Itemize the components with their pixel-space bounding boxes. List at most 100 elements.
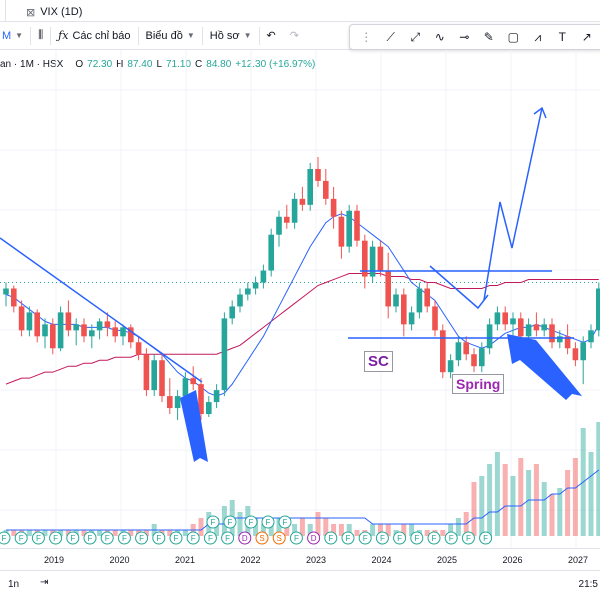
range-button[interactable]: 1n — [8, 579, 20, 590]
trend-line-icon[interactable]: ⟋ — [386, 29, 395, 44]
x-tick-label: 2022 — [240, 555, 261, 565]
candle-body — [252, 282, 259, 289]
event-marker-label: S — [259, 534, 264, 543]
redo-button[interactable]: ↷ — [283, 22, 306, 50]
redo-icon: ↷ — [289, 30, 299, 42]
volume-bar — [377, 524, 383, 536]
event-marker — [278, 515, 292, 529]
candle-body — [245, 288, 251, 295]
volume-bar — [81, 530, 87, 536]
event-marker — [223, 515, 237, 529]
candle-body — [42, 324, 48, 337]
event-marker — [289, 531, 303, 545]
event-marker-label: S — [277, 534, 282, 543]
interval-button[interactable]: M ▼ — [0, 22, 30, 50]
candle-body — [549, 324, 555, 343]
volume-bar — [128, 530, 134, 536]
candle-type-button[interactable]: ⫼ — [31, 22, 50, 50]
event-marker — [341, 531, 355, 545]
event-marker — [152, 531, 166, 545]
candle-body — [479, 348, 485, 367]
candle-body — [455, 342, 462, 361]
candle-body — [104, 321, 111, 328]
sc-annotation[interactable]: SC — [364, 351, 393, 372]
volume-bar — [502, 464, 508, 536]
rectangle-icon[interactable]: ▢ — [507, 30, 519, 44]
path-icon[interactable]: ∿ — [434, 30, 445, 44]
event-marker-label: F — [105, 534, 110, 543]
volume-bar — [182, 530, 188, 536]
volume-bar — [58, 530, 64, 536]
volume-bar — [65, 530, 71, 536]
volume-bar — [97, 530, 103, 536]
volume-bar — [26, 530, 32, 536]
time-axis[interactable]: 2019 2020 2021 2022 2023 2024 2025 2026 2027 — [0, 548, 600, 570]
volume-bar — [198, 518, 204, 536]
arrow-icon[interactable]: ↗ — [581, 30, 592, 44]
event-marker — [479, 531, 493, 545]
text-icon[interactable]: T — [558, 30, 566, 44]
brush-icon[interactable]: ✎ — [483, 30, 494, 44]
channel-line — [429, 265, 489, 310]
profile-label: Hồ sơ — [209, 29, 240, 42]
price-chart[interactable]: F F F F F F F F F F F F F F D S S F D F F F F F F F F F FF F F F F — [0, 50, 600, 548]
event-marker-label: F — [363, 534, 368, 543]
event-marker-label: F — [294, 534, 299, 543]
event-marker-label: F — [139, 534, 144, 543]
divider — [258, 26, 260, 45]
event-marker — [324, 531, 338, 545]
candle-body — [213, 390, 220, 403]
volume-bar — [526, 470, 532, 536]
x-tick-label: 2026 — [502, 555, 523, 565]
goto-date-icon[interactable]: ⇥ — [40, 577, 49, 588]
volume-bar — [323, 518, 329, 536]
candle-body — [120, 327, 126, 337]
x-tick-label: 2023 — [305, 555, 327, 565]
indicators-button[interactable]: ƒx Các chỉ báo — [51, 22, 137, 50]
candle-body — [284, 216, 290, 223]
open-value: 72.30 — [87, 58, 113, 70]
candle-body — [198, 384, 204, 415]
event-marker — [444, 531, 458, 545]
tab-vix[interactable]: ⊠ VIX (1D) — [26, 2, 82, 22]
spring-annotation[interactable]: Spring — [452, 374, 505, 394]
volume-bar — [338, 524, 344, 536]
low-label: L — [156, 58, 162, 70]
event-marker — [0, 531, 11, 545]
volume-ma-line — [6, 469, 600, 531]
event-marker-label: F — [70, 534, 75, 543]
chart-type-button[interactable]: Biểu đồ ▼ — [139, 22, 202, 50]
candle-body — [486, 324, 493, 349]
candle-body — [533, 324, 540, 331]
wave-icon[interactable]: ⩘ — [534, 29, 542, 44]
event-marker — [410, 531, 424, 545]
event-marker-label: D — [242, 534, 248, 543]
candle-body — [330, 198, 337, 217]
volume-bar — [385, 524, 391, 536]
candle-body — [564, 336, 571, 349]
candle-body — [96, 321, 103, 331]
tab-main[interactable] — [0, 0, 6, 22]
candle-body — [151, 360, 157, 391]
symbol-label[interactable]: an · 1M · HSX — [0, 58, 64, 70]
candle-body — [471, 354, 477, 367]
event-marker-label: F — [449, 534, 454, 543]
profile-button[interactable]: Hồ sơ ▼ — [203, 22, 259, 50]
horizontal-line-icon[interactable]: ⊸ — [459, 30, 470, 44]
divider — [50, 26, 52, 45]
event-marker — [244, 515, 258, 529]
candle-body — [408, 312, 415, 325]
volume-bar — [42, 530, 48, 536]
drag-handle-icon[interactable]: ⋮ — [360, 30, 373, 44]
event-marker-label: F — [432, 534, 437, 543]
event-marker — [206, 515, 220, 529]
event-marker-label: F — [225, 534, 230, 543]
volume-bar — [167, 530, 173, 536]
volume-bar — [494, 452, 500, 536]
volume-bar — [448, 524, 454, 536]
event-marker — [375, 531, 389, 545]
chevron-down-icon: ▼ — [15, 31, 24, 40]
candle-body — [525, 324, 532, 337]
ray-icon[interactable]: ⤢ — [410, 29, 421, 44]
undo-button[interactable]: ↶ — [260, 22, 283, 50]
